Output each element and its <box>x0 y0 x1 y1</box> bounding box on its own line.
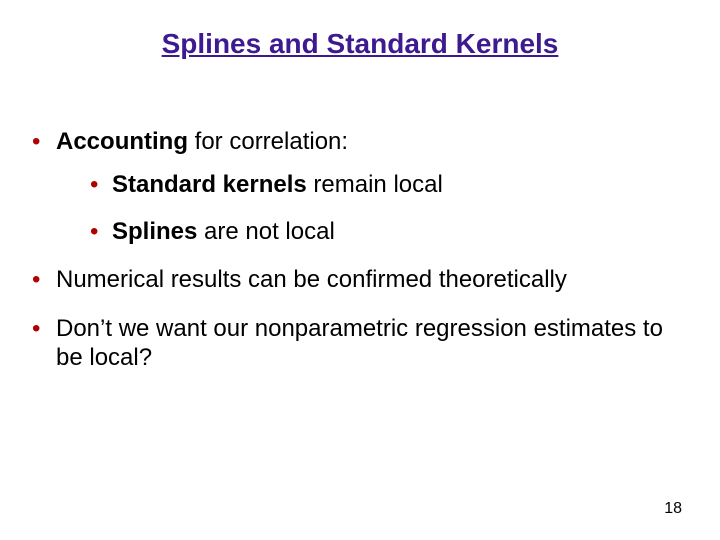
slide-title: Splines and Standard Kernels <box>0 28 720 60</box>
text-run: remain local <box>307 171 443 198</box>
text-run: Splines <box>112 218 197 245</box>
page-number: 18 <box>664 500 682 518</box>
slide: Splines and Standard Kernels Accounting … <box>0 0 720 540</box>
bullet-item: Accounting for correlation: Standard kern… <box>26 128 694 246</box>
bullet-list: Accounting for correlation: Standard kern… <box>26 128 694 373</box>
slide-content: Accounting for correlation: Standard kern… <box>26 128 694 393</box>
text-run: Accounting <box>56 128 188 155</box>
sub-bullet-list: Standard kernels remain local Splines are… <box>56 171 694 247</box>
text-run: are not local <box>197 218 334 245</box>
text-run: Standard kernels <box>112 171 307 198</box>
sub-bullet-item: Standard kernels remain local <box>86 171 694 200</box>
sub-bullet-item: Splines are not local <box>86 218 694 247</box>
bullet-item: Numerical results can be confirmed theor… <box>26 266 694 295</box>
text-run: Numerical results can be confirmed theor… <box>56 266 567 293</box>
bullet-item: Don’t we want our nonparametric regressi… <box>26 315 694 373</box>
text-run: Don’t we want our nonparametric regressi… <box>56 315 663 371</box>
text-run: for correlation: <box>188 128 348 155</box>
